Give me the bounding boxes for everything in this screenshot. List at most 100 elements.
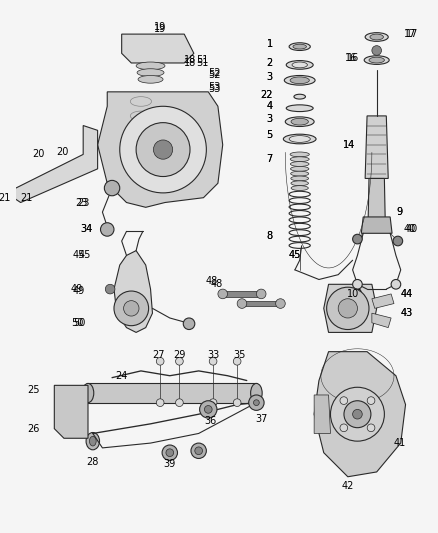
Circle shape — [367, 397, 375, 405]
Circle shape — [233, 358, 241, 365]
Text: 3: 3 — [267, 114, 273, 124]
Circle shape — [276, 298, 285, 309]
Text: 45: 45 — [288, 251, 300, 261]
Text: 45: 45 — [73, 251, 85, 261]
Text: 43: 43 — [401, 308, 413, 318]
Circle shape — [331, 387, 385, 441]
Circle shape — [254, 400, 259, 406]
Circle shape — [218, 289, 227, 298]
Ellipse shape — [369, 57, 385, 63]
Ellipse shape — [86, 432, 99, 450]
Polygon shape — [324, 284, 377, 333]
Ellipse shape — [290, 157, 309, 161]
Circle shape — [195, 447, 202, 455]
Text: 16: 16 — [345, 53, 357, 63]
Text: 45: 45 — [78, 251, 91, 261]
Text: 18: 18 — [184, 58, 197, 68]
Text: 45: 45 — [288, 251, 300, 261]
Circle shape — [114, 291, 148, 326]
Text: 14: 14 — [343, 140, 356, 150]
Polygon shape — [361, 217, 392, 233]
Ellipse shape — [290, 166, 309, 171]
Text: 23: 23 — [78, 198, 90, 207]
Polygon shape — [54, 385, 88, 438]
Ellipse shape — [286, 105, 313, 111]
Polygon shape — [314, 352, 406, 477]
Polygon shape — [88, 383, 256, 402]
Polygon shape — [122, 34, 194, 63]
Circle shape — [153, 140, 173, 159]
Text: 3: 3 — [267, 114, 273, 124]
Circle shape — [256, 289, 266, 298]
Text: 22: 22 — [260, 90, 273, 100]
Ellipse shape — [294, 94, 305, 99]
Ellipse shape — [283, 134, 316, 144]
Circle shape — [200, 401, 217, 418]
Polygon shape — [6, 126, 98, 203]
Circle shape — [353, 235, 362, 244]
Ellipse shape — [89, 437, 96, 446]
Text: 26: 26 — [28, 424, 40, 434]
Circle shape — [136, 123, 190, 176]
Ellipse shape — [251, 383, 262, 402]
Text: 21: 21 — [20, 193, 32, 203]
Text: 20: 20 — [32, 149, 45, 159]
Text: 43: 43 — [401, 308, 413, 318]
Text: 37: 37 — [255, 414, 267, 424]
Text: 8: 8 — [267, 231, 273, 241]
Text: 9: 9 — [396, 207, 402, 217]
Circle shape — [237, 298, 247, 309]
Text: 14: 14 — [343, 140, 356, 150]
Text: 5: 5 — [266, 130, 273, 140]
Text: 16: 16 — [347, 53, 359, 63]
Circle shape — [344, 401, 371, 427]
Text: 44: 44 — [401, 289, 413, 299]
Text: 21: 21 — [0, 193, 11, 203]
Text: 40: 40 — [406, 224, 418, 235]
Text: 22: 22 — [260, 90, 273, 100]
Text: 2: 2 — [266, 58, 273, 68]
Ellipse shape — [293, 44, 307, 49]
Text: 53: 53 — [208, 84, 221, 94]
Circle shape — [124, 301, 139, 316]
Ellipse shape — [291, 171, 309, 176]
Ellipse shape — [370, 34, 383, 40]
Ellipse shape — [364, 56, 389, 64]
Text: 19: 19 — [154, 22, 166, 33]
Ellipse shape — [291, 181, 308, 185]
Text: 33: 33 — [207, 350, 219, 360]
Circle shape — [100, 223, 114, 236]
Text: 53: 53 — [208, 82, 221, 92]
Circle shape — [393, 236, 403, 246]
Circle shape — [338, 298, 357, 318]
Text: 23: 23 — [76, 198, 88, 207]
Text: 25: 25 — [28, 385, 40, 395]
Ellipse shape — [365, 33, 388, 42]
Circle shape — [166, 449, 173, 457]
Circle shape — [233, 399, 241, 407]
Ellipse shape — [82, 383, 94, 402]
Text: 1: 1 — [267, 39, 273, 49]
Polygon shape — [368, 179, 385, 227]
Ellipse shape — [291, 118, 308, 125]
Text: 3: 3 — [267, 72, 273, 83]
Text: 49: 49 — [73, 286, 85, 296]
Text: 17: 17 — [406, 29, 418, 39]
Text: 4: 4 — [267, 101, 273, 111]
Text: 51: 51 — [196, 58, 208, 68]
Text: 34: 34 — [81, 224, 93, 235]
Circle shape — [209, 399, 217, 407]
Polygon shape — [98, 92, 223, 207]
Text: 10: 10 — [351, 289, 363, 299]
Circle shape — [162, 445, 177, 461]
Text: 52: 52 — [208, 70, 221, 80]
Text: 51: 51 — [196, 55, 208, 65]
Text: 44: 44 — [401, 289, 413, 299]
Circle shape — [176, 399, 183, 407]
Circle shape — [105, 284, 115, 294]
Text: 28: 28 — [87, 457, 99, 467]
Ellipse shape — [290, 152, 309, 157]
Circle shape — [156, 399, 164, 407]
Circle shape — [156, 358, 164, 365]
Ellipse shape — [286, 61, 313, 69]
